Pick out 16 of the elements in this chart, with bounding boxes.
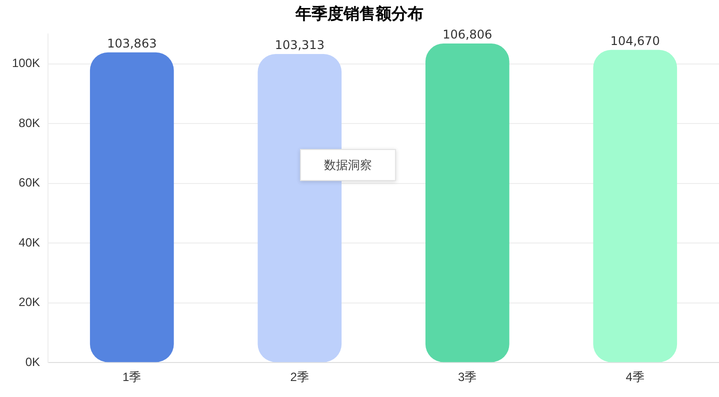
y-tick-label: 80K xyxy=(18,116,40,130)
y-tick-label: 100K xyxy=(12,56,40,70)
x-tick-label: 4季 xyxy=(626,370,644,384)
data-label: 104,670 xyxy=(610,34,660,48)
data-label: 103,863 xyxy=(107,36,157,50)
data-label: 103,313 xyxy=(274,38,324,52)
x-tick-label: 2季 xyxy=(290,370,309,384)
y-tick-label: 0K xyxy=(25,354,40,369)
y-tick-label: 40K xyxy=(18,235,40,250)
y-tick-label: 20K xyxy=(18,295,40,310)
data-label: 106,806 xyxy=(442,28,492,42)
tooltip-box: 数据洞察 xyxy=(300,149,396,181)
x-tick-label: 1季 xyxy=(122,370,142,384)
chart-title: 年季度销售额分布 xyxy=(294,4,424,25)
y-tick-label: 60K xyxy=(18,176,40,190)
x-tick-label: 3季 xyxy=(458,370,477,384)
